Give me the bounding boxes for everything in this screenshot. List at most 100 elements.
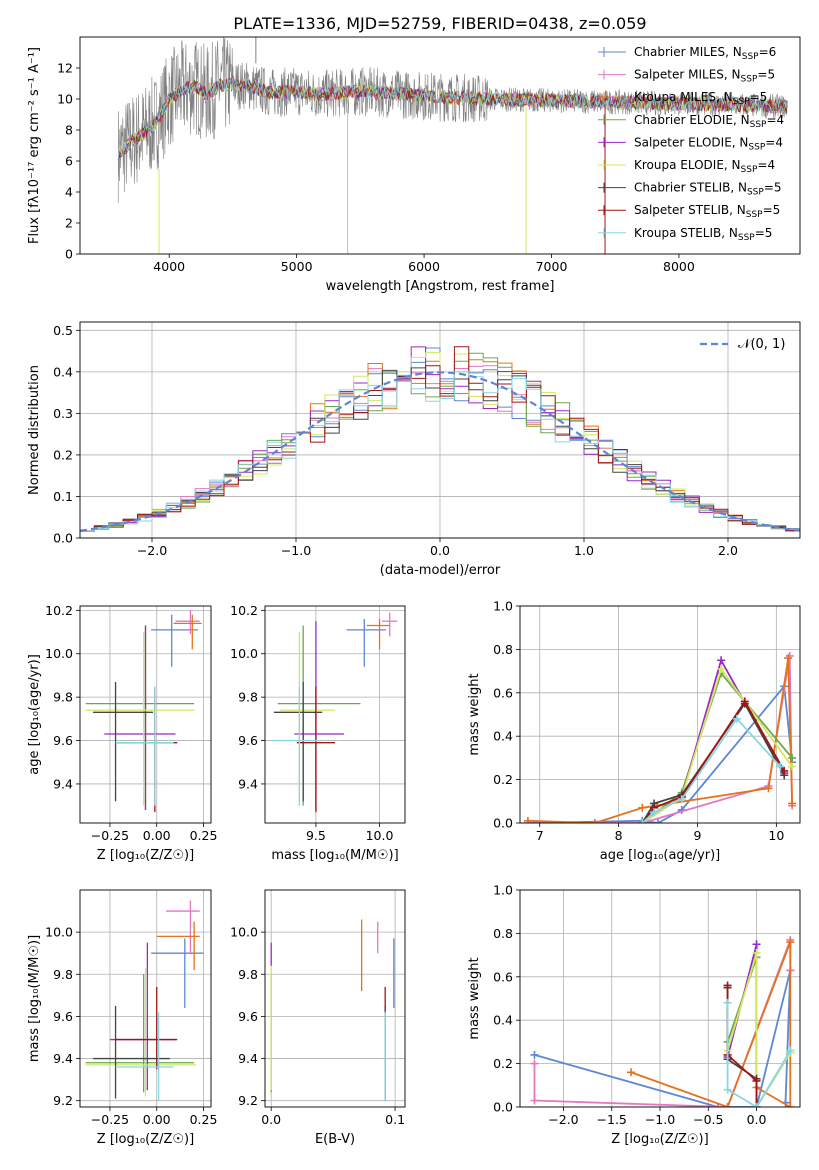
plot-area — [80, 346, 800, 532]
y-tick-label: 0.2 — [493, 772, 513, 787]
y-axis-label: mass [log₁₀(M/M☉)] — [27, 935, 42, 1062]
y-tick-label: 9.2 — [53, 1093, 73, 1108]
y-tick-label: 10 — [57, 92, 73, 107]
axes-frame — [264, 605, 406, 824]
data-point — [115, 688, 178, 813]
axes-frame — [264, 889, 406, 1108]
series-marker — [590, 819, 599, 823]
y-axis-label: mass weight — [467, 673, 482, 755]
y-tick-label: 0.0 — [53, 531, 73, 546]
x-tick-label: 9.5 — [306, 828, 326, 843]
x-axis-label: mass [log₁₀(M/M☉)] — [271, 848, 398, 863]
panel-residuals: −2.0 −1.0 0.0 1.0 2.0 0.0 0.1 0.2 0.3 0.4 0.5 (data… — [27, 321, 801, 578]
x-axis-label: E(B-V) — [315, 1132, 355, 1147]
y-tick-label: 0.8 — [493, 642, 513, 657]
legend-label: Salpeter ELODIE, NSSP=4 — [634, 135, 783, 152]
series-marker — [740, 697, 749, 706]
axes-frame — [79, 889, 212, 1108]
x-tick-label: 10.0 — [366, 828, 394, 843]
legend-label: 𝒩(0, 1) — [738, 337, 785, 352]
x-tick-label: 8 — [615, 828, 623, 843]
data-point — [85, 974, 195, 1093]
series-marker — [752, 1076, 761, 1085]
legend-label: Kroupa ELODIE, NSSP=4 — [634, 158, 775, 175]
series-marker — [677, 795, 686, 804]
y-tick-label: 0.2 — [493, 1056, 513, 1071]
series-line — [641, 699, 785, 823]
series-marker — [723, 1103, 732, 1107]
x-axis-label: wavelength [Angstrom, rest frame] — [326, 279, 555, 294]
y-tick-label: 9.8 — [238, 690, 258, 705]
x-tick-label: 0.1 — [385, 1112, 405, 1127]
panel-mass-weight-vs-Z: −2.0 −1.5 −1.0 −0.5 0.0 0.0 0.2 0.4 0.6 0.8 1.0 Z [… — [467, 883, 801, 1147]
y-tick-label: 0.5 — [53, 323, 73, 338]
plot-area — [271, 612, 398, 813]
series-marker — [723, 981, 732, 990]
panel-age-vs-mass: 9.5 10.0 9.4 9.6 9.8 10.0 10.2 mass [log₁₀(M/M☉… — [230, 603, 406, 863]
model-spectrum-line — [117, 77, 788, 161]
series-line — [726, 987, 758, 1107]
y-tick-label: 0.2 — [53, 447, 73, 462]
panels: 4000 5000 6000 7000 8000 0 2 4 6 8 10 12 wavelength … — [27, 36, 801, 1147]
x-tick-label: 8000 — [663, 259, 695, 274]
x-tick-label: 7000 — [536, 259, 568, 274]
series-marker — [752, 948, 761, 957]
y-tick-label: 10.2 — [230, 603, 258, 618]
series-marker — [788, 762, 797, 771]
series-line — [641, 717, 781, 823]
plot-area — [85, 900, 204, 1101]
data-point — [166, 900, 200, 954]
series-marker — [523, 816, 532, 823]
y-tick-label: 10.2 — [45, 603, 73, 618]
data-point — [366, 619, 390, 650]
series-marker — [786, 1046, 795, 1055]
series-marker — [654, 819, 663, 823]
x-axis-label: Z [log₁₀(Z/Z☉)] — [97, 1132, 194, 1147]
series-marker — [723, 1085, 732, 1094]
x-tick-label: −0.25 — [91, 828, 129, 843]
series-marker — [530, 1059, 539, 1068]
series-marker — [638, 819, 647, 823]
model-spectrum-line — [117, 78, 788, 161]
y-tick-label: 1.0 — [493, 599, 513, 614]
plot-area — [85, 610, 202, 813]
y-tick-label: 9.4 — [53, 776, 73, 791]
x-tick-label: −2.0 — [137, 543, 167, 558]
panel-mass-vs-ebv: 0.0 0.1 9.2 9.4 9.6 9.8 10.0 E(B-V) — [230, 889, 406, 1147]
data-point — [156, 921, 200, 971]
panel-spectrum: 4000 5000 6000 7000 8000 0 2 4 6 8 10 12 wavelength … — [27, 36, 801, 294]
series-marker — [752, 940, 761, 949]
y-tick-label: 10.0 — [230, 646, 258, 661]
legend-label: Chabrier ELODIE, NSSP=4 — [634, 113, 784, 130]
data-point — [85, 967, 197, 1097]
x-tick-label: 0.0 — [747, 1112, 767, 1127]
series-line — [726, 1002, 792, 1107]
legend-label: Chabrier STELIB, NSSP=5 — [634, 181, 782, 198]
y-tick-label: 1.0 — [493, 883, 513, 898]
y-tick-label: 9.4 — [53, 1051, 73, 1066]
y-tick-label: 10.0 — [45, 646, 73, 661]
y-tick-label: 9.2 — [238, 1093, 258, 1108]
series-line — [534, 970, 792, 1107]
panel-mass-weight-vs-age: 7 8 9 10 0.0 0.2 0.4 0.6 0.8 1.0 age [log₁₀(age/yr… — [467, 599, 801, 863]
plot-area — [117, 37, 788, 254]
x-tick-label: 0.25 — [190, 828, 218, 843]
model-spectrum-line — [117, 77, 788, 161]
data-point — [271, 686, 323, 806]
series-line — [527, 655, 793, 823]
y-axis-label: age [log₁₀(age/yr)] — [27, 654, 42, 775]
y-tick-label: 4 — [65, 185, 73, 200]
normal-curve — [80, 371, 800, 532]
legend-label: Kroupa STELIB, NSSP=5 — [634, 226, 772, 243]
series-marker — [530, 1096, 539, 1105]
series-marker — [732, 714, 741, 723]
plot-area — [530, 935, 795, 1107]
y-axis-label: Flux [fλ10⁻¹⁷ erg cm⁻² s⁻¹ A⁻¹] — [27, 47, 42, 244]
data-point — [382, 612, 398, 637]
y-tick-label: 12 — [57, 61, 73, 76]
series-marker — [786, 938, 795, 947]
data-point — [151, 938, 204, 1008]
legend-label: Salpeter MILES, NSSP=5 — [634, 68, 775, 85]
y-axis-label: Normed distribution — [27, 365, 42, 495]
